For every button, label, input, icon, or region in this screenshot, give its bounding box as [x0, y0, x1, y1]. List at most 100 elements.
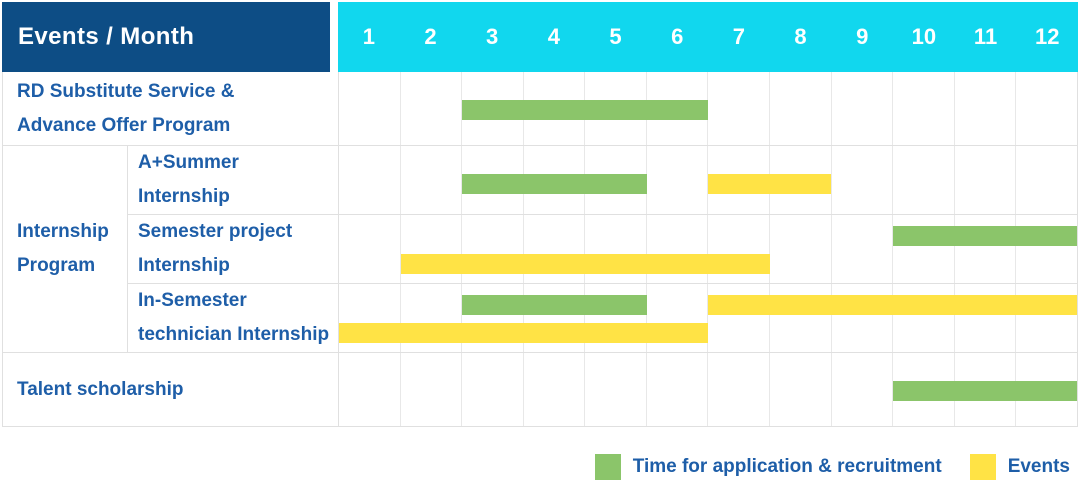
recruitment-bar [462, 100, 708, 120]
table-row: In-Semester technician Internship [128, 283, 1077, 352]
grid-cell [708, 72, 771, 145]
grid-cell [585, 284, 647, 352]
label-line: A+Summer [138, 152, 239, 173]
row-label: A+Summer Internship [128, 146, 338, 214]
grid-cell [647, 284, 709, 352]
legend-label: Events [1007, 456, 1070, 477]
grid-cell [401, 72, 463, 145]
month-header-4: 4 [547, 24, 560, 49]
grid-cell [401, 215, 463, 283]
month-header-12: 12 [1034, 24, 1060, 49]
table-header: Events / Month 1 2 3 4 5 6 7 8 9 10 11 12 [2, 2, 1078, 72]
grid-cell [401, 353, 463, 426]
group-label: Internship Program [3, 146, 128, 352]
month-grid [339, 284, 1077, 352]
grid-cell [339, 72, 401, 145]
table-section: Talent scholarship [3, 353, 1077, 426]
month-grid [339, 72, 1077, 145]
grid-cell [585, 353, 647, 426]
grid-cell [401, 146, 463, 214]
legend-item-yellow: Events [969, 454, 1070, 480]
month-header-5: 5 [609, 24, 622, 49]
grid-cell [770, 215, 832, 283]
grid-cell [893, 146, 955, 214]
label-line: In-Semester [138, 290, 247, 311]
grid-cell [832, 284, 894, 352]
recruitment-bar [462, 174, 647, 194]
label-line: Semester project [138, 221, 293, 242]
yellow-legend-swatch [969, 454, 996, 480]
grid-cell [339, 146, 401, 214]
table-section: Internship Program A+Summer Internship Semes… [3, 146, 1077, 353]
grid-cell [1016, 146, 1077, 214]
label-line: Talent scholarship [17, 378, 184, 400]
grid-cell [893, 215, 955, 283]
schedule-table: Events / Month 1 2 3 4 5 6 7 8 9 10 11 12 RD Substi… [2, 2, 1078, 427]
grid-cell [893, 72, 955, 145]
events-bar [400, 254, 770, 274]
grid-cell [832, 353, 894, 426]
green-legend-swatch [594, 454, 621, 480]
chart-area [338, 284, 1077, 352]
table-body: RD Substitute Service & Advance Offer Pro… [2, 72, 1078, 427]
events-bar [708, 174, 831, 194]
grid-cell [708, 215, 771, 283]
events-bar [708, 295, 1077, 315]
recruitment-bar [892, 226, 1077, 246]
row-label: Talent scholarship [3, 353, 338, 426]
label-line: technician Internship [138, 324, 330, 345]
subrows: A+Summer Internship Semester project Intern… [128, 146, 1077, 352]
grid-cell [893, 284, 955, 352]
table-section: RD Substitute Service & Advance Offer Pro… [3, 72, 1077, 146]
legend: Time for application & recruitment Events [594, 454, 1070, 480]
recruitment-bar [892, 381, 1077, 401]
grid-cell [708, 353, 771, 426]
grid-cell [955, 215, 1017, 283]
month-header-2: 2 [424, 24, 437, 49]
chart-area [338, 72, 1077, 145]
grid-cell [524, 215, 586, 283]
grid-cell [647, 146, 709, 214]
grid-cell [832, 72, 894, 145]
label-line: Internship [138, 255, 230, 276]
events-month-header: Events / Month [2, 2, 330, 72]
grid-cell [770, 353, 832, 426]
grid-cell [462, 215, 524, 283]
label-line: Internship [17, 221, 109, 242]
label-line: Program [17, 255, 96, 276]
legend-item-green: Time for application & recruitment [594, 454, 942, 480]
grid-cell [955, 284, 1017, 352]
grid-cell [647, 353, 709, 426]
month-header-6: 6 [671, 24, 684, 49]
grid-cell [462, 284, 524, 352]
grid-cell [339, 284, 401, 352]
row-label: RD Substitute Service & Advance Offer Pro… [3, 72, 338, 145]
month-header-3: 3 [486, 24, 499, 49]
grid-cell [770, 146, 832, 214]
table-row: RD Substitute Service & Advance Offer Pro… [3, 72, 1077, 145]
chart-area [338, 215, 1077, 283]
grid-cell [955, 146, 1017, 214]
month-header-10: 10 [911, 24, 937, 49]
month-header-9: 9 [856, 24, 869, 49]
table-row: Talent scholarship [3, 353, 1077, 426]
grid-cell [524, 284, 586, 352]
month-header-1: 1 [362, 24, 375, 49]
grid-cell [708, 284, 771, 352]
grid-cell [524, 353, 586, 426]
month-header-row: 1 2 3 4 5 6 7 8 9 10 11 12 [338, 2, 1078, 72]
legend-label: Time for application & recruitment [632, 456, 942, 477]
month-header-8: 8 [794, 24, 807, 49]
grid-cell [339, 353, 401, 426]
table-row: Semester project Internship [128, 214, 1077, 283]
grid-cell [770, 284, 832, 352]
chart-area [338, 146, 1077, 214]
label-line: Internship [138, 186, 230, 207]
table-row: A+Summer Internship [128, 146, 1077, 214]
month-header-11: 11 [973, 24, 998, 49]
grid-cell [647, 215, 709, 283]
grid-cell [339, 215, 401, 283]
grid-cell [770, 72, 832, 145]
grid-cell [585, 215, 647, 283]
row-label: Semester project Internship [128, 215, 338, 283]
